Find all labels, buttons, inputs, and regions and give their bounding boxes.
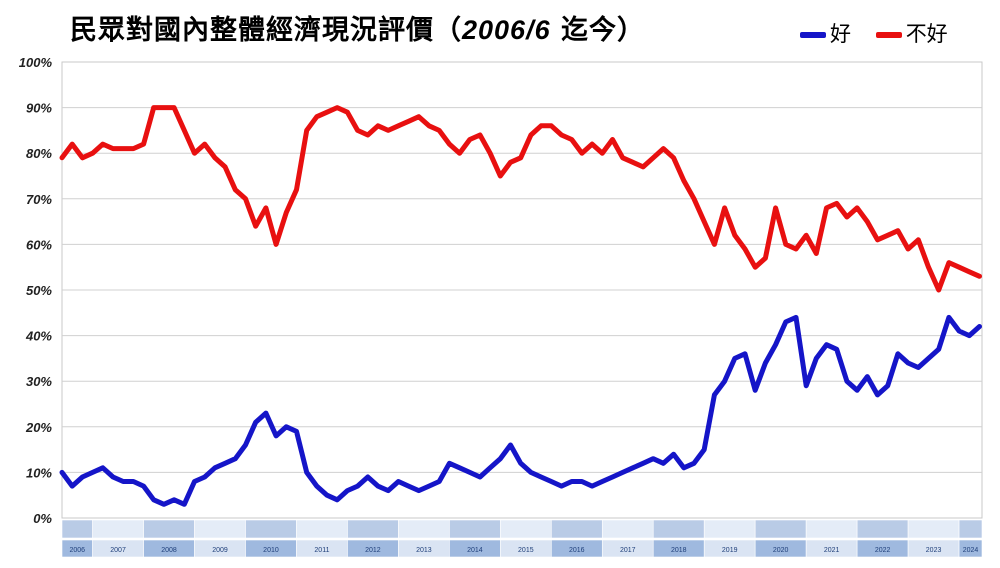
year-band-cell xyxy=(245,519,297,539)
y-tick-label: 0% xyxy=(33,511,52,526)
year-label: 2018 xyxy=(671,547,687,554)
year-label: 2011 xyxy=(314,547,329,554)
year-label: 2006 xyxy=(70,547,86,554)
year-label: 2013 xyxy=(416,547,432,554)
year-band-cell xyxy=(703,519,756,539)
year-label: 2012 xyxy=(365,547,381,554)
y-tick-label: 40% xyxy=(25,329,52,344)
y-tick-label: 80% xyxy=(26,146,52,161)
legend-item-good: 好 xyxy=(800,18,851,48)
legend-swatch-bad xyxy=(875,32,902,38)
legend-swatch-good xyxy=(800,32,826,38)
year-band-cell xyxy=(296,519,348,539)
legend-item-bad: 不好 xyxy=(875,18,948,48)
y-tick-label: 50% xyxy=(26,283,52,298)
year-label: 2014 xyxy=(467,547,483,554)
y-tick-label: 20% xyxy=(25,420,52,435)
y-tick-label: 30% xyxy=(26,374,52,389)
year-band-cell xyxy=(805,519,858,539)
year-label: 2009 xyxy=(212,547,228,554)
year-label-cell xyxy=(958,539,983,558)
year-label: 2007 xyxy=(110,547,126,554)
legend: 好 不好 xyxy=(800,18,966,48)
year-band-cell xyxy=(194,519,246,539)
year-band-cell xyxy=(61,519,93,539)
legend-label-bad: 不好 xyxy=(905,22,948,46)
year-label: 2015 xyxy=(518,547,534,554)
series-line-good xyxy=(59,314,982,507)
y-tick-label: 90% xyxy=(26,101,52,116)
year-band-cell xyxy=(856,519,909,539)
year-band-cell xyxy=(92,519,144,539)
y-axis-ticks: 0% 10% 20% 30% 40% 50% 60% 70% 80% 90% 100% xyxy=(19,55,53,526)
year-band-cell xyxy=(551,519,603,539)
year-band-cell xyxy=(398,519,450,539)
year-axis-band: 2006 2007 2008 2009 2010 2011 2012 2013 2014 2015… xyxy=(61,519,983,558)
year-label: 2023 xyxy=(926,547,942,554)
year-label: 2021 xyxy=(824,547,840,554)
year-label: 2020 xyxy=(773,547,789,554)
chart-title-suffix: 迄今） xyxy=(550,15,645,46)
legend-label-good: 好 xyxy=(830,22,851,46)
year-label: 2019 xyxy=(722,547,738,554)
year-label: 2024 xyxy=(963,547,979,554)
series-lines xyxy=(59,105,982,507)
chart-title: 民眾對國內整體經濟現況評價（2006/6 迄今） xyxy=(70,8,645,47)
year-band-cell xyxy=(601,519,654,539)
y-tick-label: 10% xyxy=(26,465,52,480)
year-band-cell xyxy=(347,519,399,539)
series-line-bad xyxy=(59,105,982,293)
y-tick-label: 100% xyxy=(19,55,53,70)
year-band-cell xyxy=(143,519,195,539)
year-band-cell xyxy=(500,519,552,539)
year-band-cell xyxy=(449,519,501,539)
year-band-cell xyxy=(652,519,705,539)
year-label: 2022 xyxy=(875,547,891,554)
year-band-cell xyxy=(754,519,807,539)
year-band-cell xyxy=(907,519,960,539)
chart-title-year: 2006/6 xyxy=(462,15,551,45)
year-label: 2016 xyxy=(569,547,585,554)
year-label: 2017 xyxy=(620,547,636,554)
year-label: 2010 xyxy=(263,547,279,554)
year-label: 2008 xyxy=(161,547,177,554)
y-tick-label: 70% xyxy=(26,192,52,207)
y-tick-label: 60% xyxy=(26,237,52,252)
year-band-cell xyxy=(958,519,983,539)
chart-title-prefix: 民眾對國內整體經濟現況評價（ xyxy=(70,15,462,46)
